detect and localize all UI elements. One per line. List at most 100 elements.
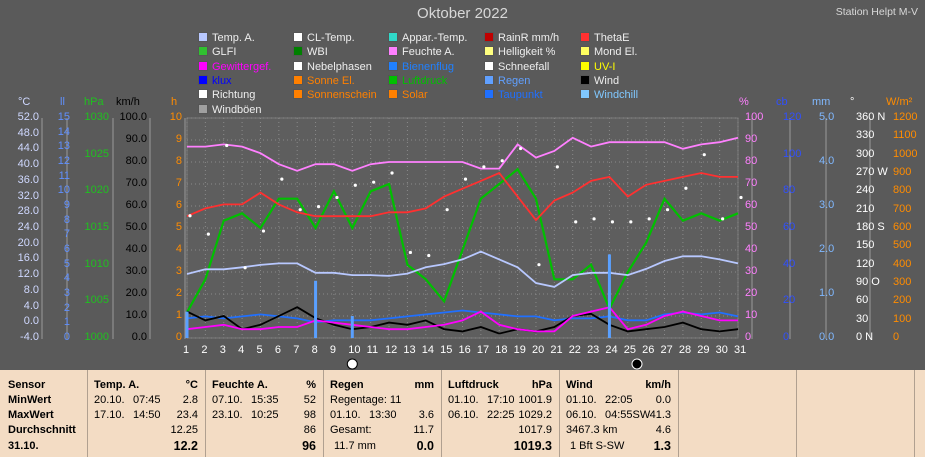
tick-uv: 9: [63, 199, 70, 211]
wind-max-date: 06.10.: [566, 409, 597, 421]
tick-day: 18: [495, 344, 508, 356]
legend-item: Regen: [484, 74, 530, 88]
legend-label: Sonne El.: [307, 74, 355, 87]
wind-distance: 3467.3 km: [566, 424, 618, 436]
direction-point: [408, 250, 412, 255]
tick-cb: 20: [783, 294, 796, 307]
series-line-thetae: [186, 171, 738, 222]
legend-swatch: [388, 74, 398, 85]
direction-point: [629, 220, 633, 224]
tick-kmh: 0.0: [131, 331, 147, 343]
tick-day: 21: [550, 344, 563, 356]
header-pressure: Luftdruck: [448, 379, 499, 391]
legend-label: Schneefall: [498, 60, 550, 73]
legend-swatch: [580, 32, 590, 42]
tick-mm: 1.0: [819, 287, 835, 299]
chart-canvas: [41, 117, 871, 370]
direction-point: [353, 183, 357, 187]
legend-label: Helligkeit %: [498, 46, 556, 59]
direction-point: [225, 143, 229, 148]
rain-today-mm: 11.7 mm: [334, 440, 376, 452]
temp-max-time: 14:50: [133, 409, 161, 421]
temp-max-value: 23.4: [176, 409, 198, 421]
tick-deg: 330: [856, 129, 875, 142]
tick-kmh: 80.0: [125, 155, 147, 167]
legend-swatch: [580, 60, 590, 71]
tick-hpa: 1010: [84, 257, 109, 270]
tick-day: 6: [274, 344, 281, 356]
tick-uv: 3: [63, 287, 70, 299]
header-wind-unit: km/h: [645, 379, 671, 391]
legend-item: Richtung: [198, 89, 255, 102]
tick-kmh: 20.0: [125, 287, 147, 299]
legend-label: GLFI: [212, 46, 237, 59]
legend-label: Appar.-Temp.: [402, 32, 468, 44]
tick-day: 7: [293, 344, 300, 356]
chart-area: Oktober 2022 Station Helpt M-V Temp. A. C…: [17, 5, 918, 370]
label-min: MinWert: [8, 394, 52, 406]
direction-point: [390, 171, 394, 175]
unit-deg: °: [850, 96, 855, 108]
label-today: 31.10.: [8, 440, 39, 452]
tick-deg: 0 N: [856, 331, 874, 343]
rain-max-value: 3.6: [418, 409, 434, 421]
tick-day: 20: [531, 344, 545, 356]
legend-label: Luftdruck: [402, 74, 448, 87]
tick-temp: 44.0: [17, 142, 39, 155]
tick-hpa: 1025: [84, 147, 109, 160]
tick-mm: 3.0: [819, 199, 835, 211]
tick-hpa: 1005: [84, 294, 109, 307]
statistics-panel: Sensor MinWert MaxWert Durchschnitt 31.1…: [0, 370, 925, 457]
tick-wm2: 0: [893, 331, 900, 343]
hum-max-date: 23.10.: [212, 409, 243, 421]
legend-label: Richtung: [212, 89, 256, 102]
stats-col-pressure: Luftdruck hPa 01.10. 17:10 1001.9 06.10. 22:…: [442, 370, 560, 457]
legend-item: Appar.-Temp.: [388, 32, 467, 45]
rain-days: Regentage: 11: [330, 394, 402, 406]
press-avg-value: 1017.9: [518, 424, 552, 436]
stats-col-temp: Temp. A. °C 20.10. 07:45 2.8 17.10. 14:50 23.…: [88, 370, 206, 457]
legend-swatch: [580, 74, 590, 85]
legend-swatch: [198, 74, 208, 85]
unit-kmh: km/h: [116, 96, 140, 108]
tick-h: 3: [175, 265, 182, 277]
legend-label: Taupunkt: [498, 89, 543, 102]
direction-point: [537, 263, 541, 267]
stats-col-rain: Regen mm Regentage: 11 01.10. 13:30 3.6 Ges…: [324, 370, 442, 457]
hum-min-value: 52: [303, 394, 316, 406]
tick-day: 19: [513, 344, 526, 356]
legend-item: Windchill: [580, 89, 638, 102]
tick-kmh: 60.0: [125, 199, 147, 211]
tick-day: 1: [183, 344, 190, 356]
hum-avg-value: 86: [303, 424, 316, 436]
direction-point: [335, 195, 339, 200]
direction-point: [721, 217, 725, 221]
press-max-time: 22:25: [487, 409, 515, 421]
direction-point: [555, 165, 559, 169]
legend-item: ThetaE: [580, 32, 629, 45]
tick-wm2: 500: [893, 239, 912, 252]
press-max-value: 1029.2: [518, 409, 552, 421]
tick-pct: 100: [745, 111, 764, 123]
tick-day: 14: [421, 344, 435, 356]
tick-wm2: 1200: [893, 111, 918, 123]
tick-deg: 150: [856, 239, 875, 252]
stats-col-sensor: Sensor MinWert MaxWert Durchschnitt 31.1…: [0, 370, 88, 457]
tick-temp: 20.0: [17, 236, 39, 249]
legend-label: CL-Temp.: [307, 32, 355, 44]
tick-wm2: 700: [893, 202, 912, 215]
rain-total-label: Gesamt:: [330, 424, 372, 436]
wind-min-date: 01.10.: [566, 394, 597, 406]
tick-kmh: 30.0: [125, 265, 147, 277]
tick-cb: 60: [783, 221, 796, 233]
tick-temp: 12.0: [17, 268, 39, 281]
tick-cb: 100: [783, 147, 802, 160]
tick-mm: 2.0: [819, 243, 835, 255]
tick-day: 28: [678, 344, 692, 356]
legend-item: Schneefall: [484, 60, 550, 74]
tick-uv: 8: [63, 213, 70, 226]
legend-item: RainR mm/h: [484, 32, 559, 45]
chart-title: Oktober 2022: [417, 5, 508, 22]
press-max-date: 06.10.: [448, 409, 479, 421]
label-max: MaxWert: [8, 409, 54, 421]
